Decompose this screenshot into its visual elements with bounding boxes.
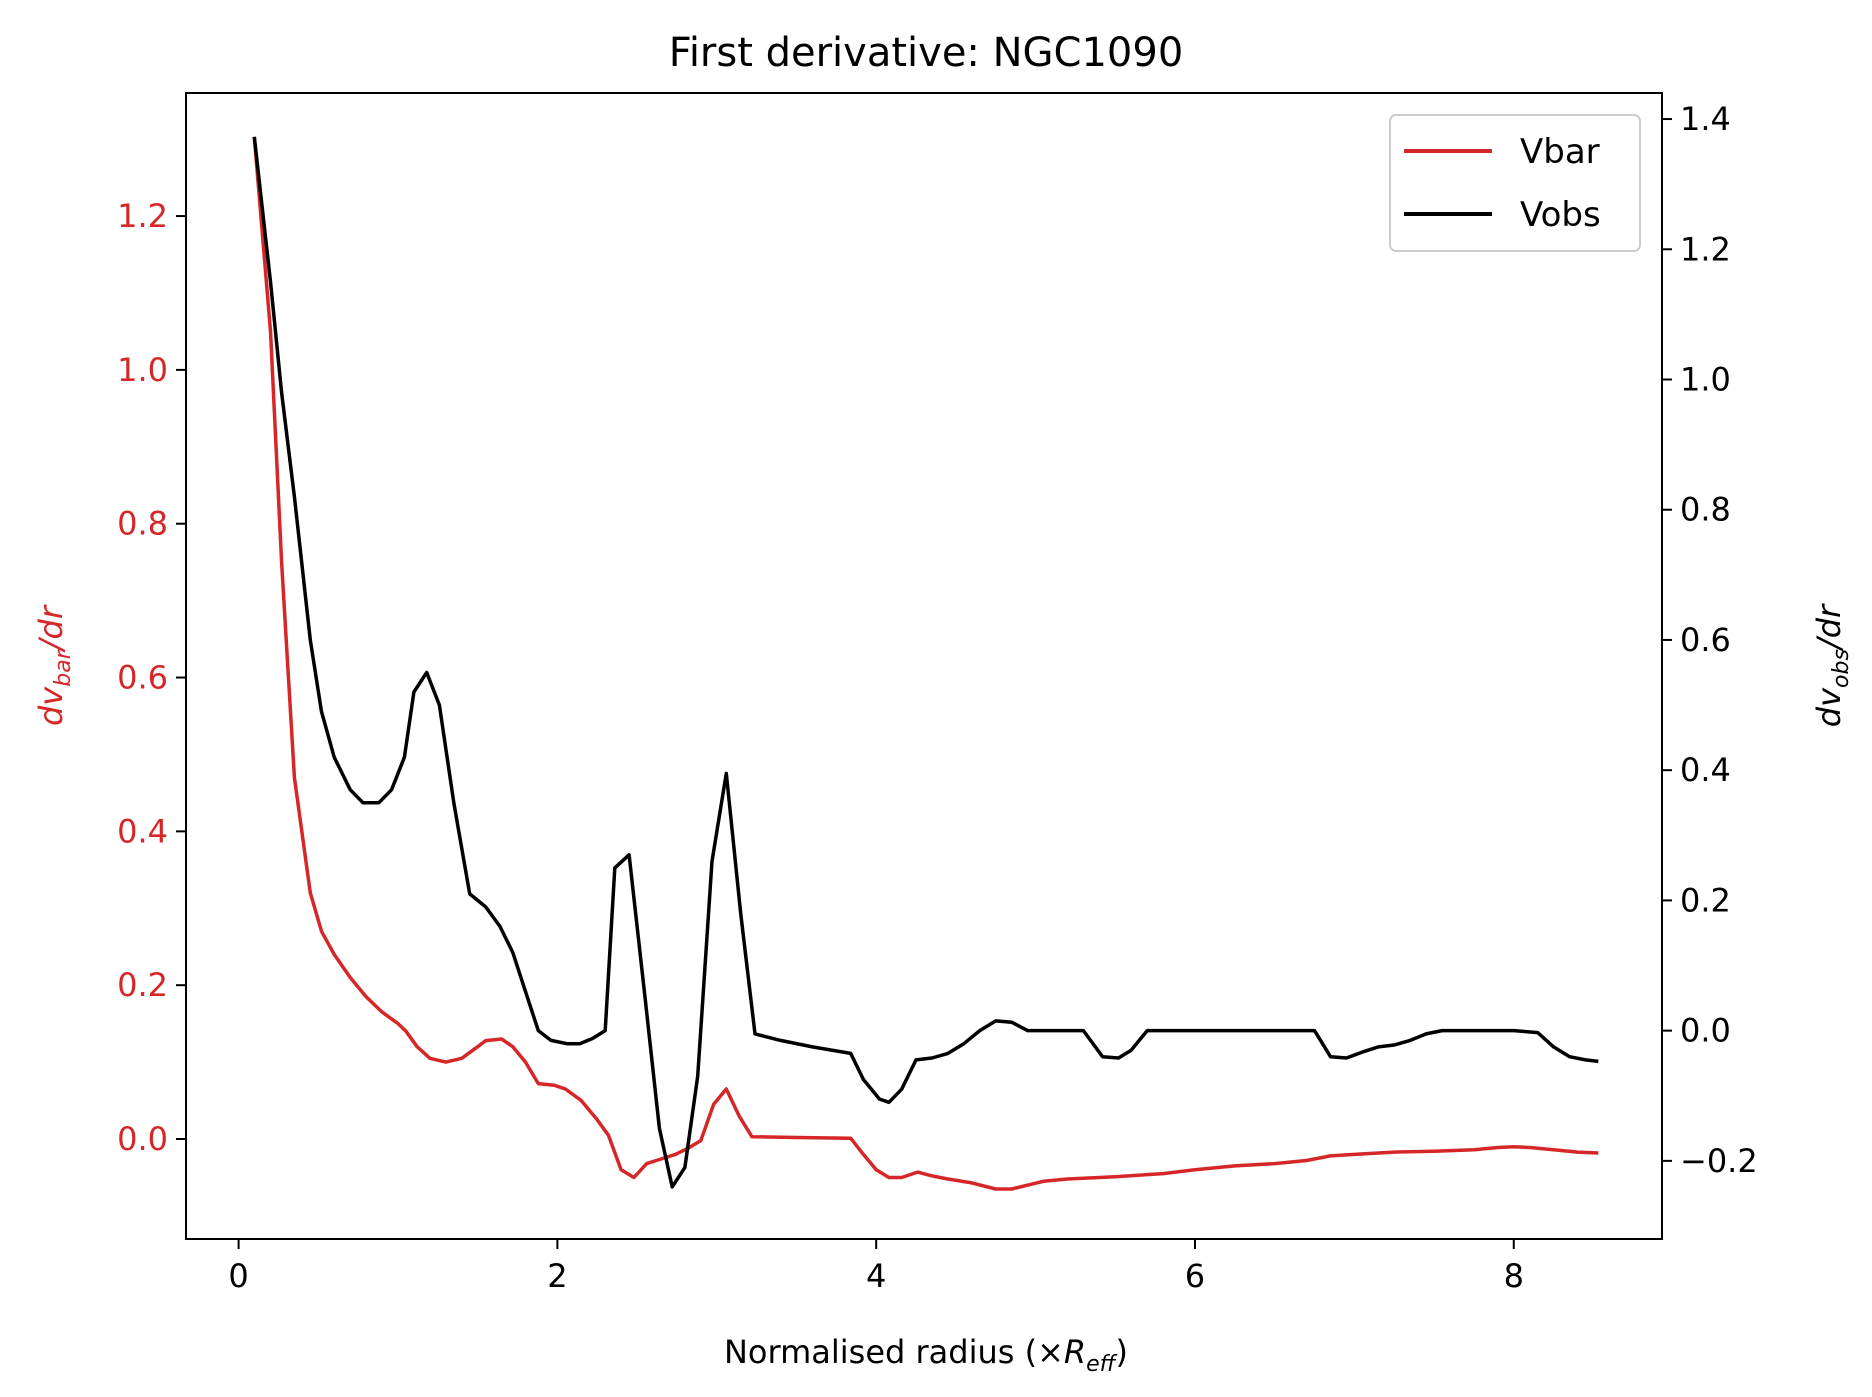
right-y-axis: −0.2 0.0 0.2 0.4 0.6 0.8 1.0 1.2 1.4	[1662, 100, 1758, 1180]
left-y-tick-label: 0.4	[117, 812, 168, 850]
x-tick-label: 8	[1504, 1257, 1524, 1295]
left-y-tick-label: 0.6	[117, 659, 168, 697]
x-axis-label: Normalised radius (×Reff)	[724, 1333, 1128, 1377]
legend-label-vobs: Vobs	[1520, 195, 1601, 235]
legend-label-vbar: Vbar	[1520, 132, 1600, 172]
left-y-tick-label: 0.0	[117, 1120, 168, 1158]
x-axis: 0 2 4 6 8	[228, 1239, 1524, 1295]
left-y-label-suffix: /dr	[32, 604, 70, 653]
series-line-vbar	[252, 137, 1599, 1191]
x-tick-label: 0	[228, 1257, 248, 1295]
legend: Vbar Vobs	[1389, 114, 1641, 252]
right-y-tick-label: 0.8	[1680, 491, 1731, 529]
right-y-label-suffix: /dr	[1810, 603, 1848, 652]
x-axis-label-sub: eff	[1086, 1352, 1118, 1377]
legend-frame	[1389, 114, 1641, 252]
left-y-axis-label: dvbar/dr	[32, 604, 76, 726]
x-tick-label: 6	[1185, 1257, 1205, 1295]
right-y-tick-label: 0.0	[1680, 1012, 1731, 1050]
chart-title: First derivative: NGC1090	[669, 30, 1184, 76]
left-y-tick-label: 0.2	[117, 966, 168, 1004]
right-y-tick-label: 1.0	[1680, 361, 1731, 399]
right-y-label-sub: obs	[1829, 649, 1854, 688]
left-y-axis: 0.0 0.2 0.4 0.6 0.8 1.0 1.2	[117, 197, 186, 1158]
right-y-tick-label: 0.4	[1680, 751, 1731, 789]
right-y-label-prefix: dv	[1810, 687, 1848, 727]
x-axis-label-close: )	[1116, 1333, 1128, 1371]
left-y-label-sub: bar	[51, 648, 76, 686]
x-tick-label: 4	[866, 1257, 886, 1295]
right-y-tick-label: 1.4	[1680, 100, 1731, 138]
left-y-tick-label: 1.2	[117, 197, 168, 235]
series-line-vobs	[252, 136, 1599, 1189]
right-y-tick-label: −0.2	[1680, 1142, 1758, 1180]
right-y-axis-label: dvobs/dr	[1810, 603, 1854, 727]
right-y-tick-label: 0.2	[1680, 881, 1731, 919]
x-tick-label: 2	[547, 1257, 567, 1295]
x-axis-label-main: Normalised radius (×	[724, 1333, 1064, 1371]
right-y-tick-label: 0.6	[1680, 621, 1731, 659]
left-y-tick-label: 0.8	[117, 505, 168, 543]
left-y-tick-label: 1.0	[117, 351, 168, 389]
x-axis-label-var: R	[1064, 1333, 1086, 1371]
left-y-label-prefix: dv	[32, 686, 70, 726]
plot-frame	[185, 92, 1663, 1240]
right-y-tick-label: 1.2	[1680, 230, 1731, 268]
